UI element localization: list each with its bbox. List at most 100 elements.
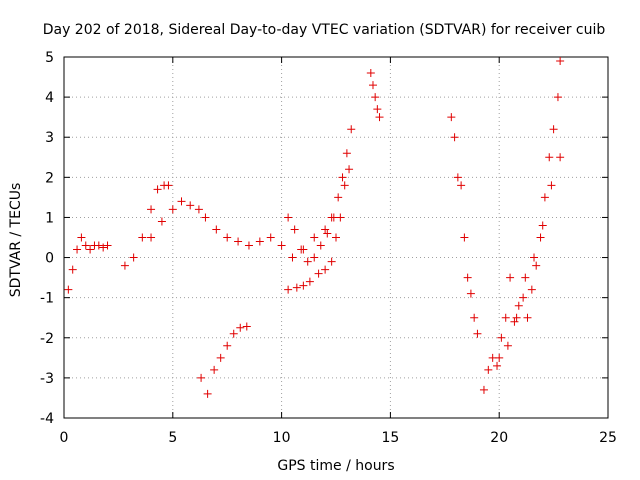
- data-point: [497, 333, 506, 342]
- y-tick-label: -2: [40, 331, 54, 347]
- data-point: [77, 233, 86, 242]
- data-point: [519, 293, 528, 302]
- data-point: [521, 273, 530, 282]
- x-tick-labels: 0 5 10 15 20 25: [60, 430, 617, 446]
- data-point: [473, 329, 482, 338]
- data-point: [201, 213, 210, 222]
- data-point: [147, 205, 156, 214]
- data-point: [334, 193, 343, 202]
- data-point: [229, 329, 238, 338]
- data-points: [64, 57, 565, 398]
- data-point: [512, 313, 521, 322]
- data-point: [323, 229, 332, 238]
- data-point: [501, 313, 510, 322]
- data-point: [556, 153, 565, 162]
- data-point: [466, 289, 475, 298]
- data-point: [86, 245, 95, 254]
- data-point: [310, 233, 319, 242]
- series-arc2: [120, 181, 173, 270]
- data-point: [371, 93, 380, 102]
- data-point: [153, 185, 162, 194]
- data-point: [305, 277, 314, 286]
- series-arc9: [479, 57, 565, 394]
- data-point: [210, 365, 219, 374]
- y-tick-label: -1: [40, 291, 54, 307]
- data-point: [532, 261, 541, 270]
- series-arc5: [284, 125, 356, 266]
- data-point: [503, 341, 512, 350]
- data-point: [284, 285, 293, 294]
- data-point: [453, 173, 462, 182]
- data-point: [514, 301, 523, 310]
- y-axis-label: SDTVAR / TECUs: [8, 183, 24, 298]
- y-tick-labels: -4 -3 -2 -1 0 1 2 3 4 5: [40, 50, 54, 427]
- data-point: [547, 181, 556, 190]
- data-point: [549, 125, 558, 134]
- series-arc4: [197, 322, 251, 398]
- data-point: [244, 241, 253, 250]
- x-tick-label: 0: [60, 430, 69, 446]
- x-tick-label: 20: [490, 430, 508, 446]
- data-point: [523, 313, 532, 322]
- data-point: [73, 245, 82, 254]
- data-point: [470, 313, 479, 322]
- data-point: [138, 233, 147, 242]
- data-point: [103, 241, 112, 250]
- data-point: [332, 233, 340, 242]
- data-point: [375, 113, 384, 122]
- data-point: [536, 233, 545, 242]
- data-point: [168, 205, 177, 214]
- series-arc7: [366, 69, 384, 122]
- y-tick-label: 3: [45, 130, 54, 146]
- y-tick-label: 0: [45, 251, 54, 267]
- data-point: [266, 233, 275, 242]
- data-point: [314, 269, 323, 278]
- data-point: [460, 233, 469, 242]
- x-tick-label: 25: [599, 430, 617, 446]
- x-tick-label: 15: [381, 430, 399, 446]
- data-point: [120, 261, 129, 270]
- data-point: [284, 213, 293, 222]
- data-point: [277, 241, 286, 250]
- data-point: [327, 257, 336, 266]
- data-point: [495, 353, 504, 362]
- data-point: [310, 253, 319, 262]
- x-tick-label: 10: [273, 430, 291, 446]
- data-point: [64, 285, 73, 294]
- data-point: [368, 81, 377, 90]
- data-point: [538, 221, 547, 230]
- data-point: [340, 181, 349, 190]
- data-point: [484, 365, 493, 374]
- data-point: [321, 225, 330, 234]
- y-tick-label: -3: [40, 371, 54, 387]
- data-point: [463, 273, 472, 282]
- series-arc1: [64, 233, 112, 294]
- data-point: [530, 253, 539, 262]
- data-point: [510, 317, 519, 326]
- data-point: [545, 153, 554, 162]
- data-point: [297, 245, 306, 254]
- data-point: [479, 385, 488, 394]
- data-point: [186, 201, 195, 210]
- y-tick-label: -4: [40, 411, 54, 427]
- series-arc6: [284, 165, 354, 294]
- data-point: [540, 193, 549, 202]
- data-point: [342, 149, 351, 158]
- y-tick-label: 2: [45, 170, 54, 186]
- data-point: [234, 237, 243, 246]
- data-point: [147, 233, 156, 242]
- data-point: [336, 213, 345, 222]
- data-point: [255, 237, 264, 246]
- series-arc3: [147, 197, 336, 262]
- x-axis-label: GPS time / hours: [277, 458, 394, 474]
- data-point: [81, 241, 90, 250]
- chart-title: Day 202 of 2018, Sidereal Day-to-day VTE…: [43, 22, 606, 38]
- data-point: [366, 69, 375, 78]
- data-point: [177, 197, 186, 206]
- data-point: [347, 125, 356, 134]
- series-arc8: [447, 113, 482, 338]
- y-tick-label: 4: [45, 90, 54, 106]
- data-point: [338, 173, 347, 182]
- data-point: [493, 361, 502, 370]
